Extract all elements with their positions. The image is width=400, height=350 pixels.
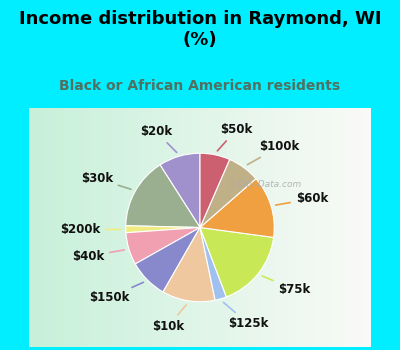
Bar [214,108,220,346]
Bar [248,108,255,346]
Bar [316,108,323,346]
Bar [220,108,227,346]
Bar [145,108,152,346]
Bar [84,108,91,346]
Bar [180,108,186,346]
Bar [91,108,98,346]
Bar [152,108,159,346]
Wedge shape [126,226,200,233]
Bar [56,108,63,346]
Text: Income distribution in Raymond, WI
(%): Income distribution in Raymond, WI (%) [19,10,381,49]
Bar [36,108,43,346]
Bar [125,108,132,346]
Bar [234,108,241,346]
Text: $20k: $20k [140,125,177,153]
Bar [186,108,193,346]
Bar [132,108,138,346]
Bar [344,108,350,346]
Text: $200k: $200k [60,223,121,236]
Bar [282,108,289,346]
Wedge shape [200,153,230,228]
Bar [262,108,268,346]
Bar [275,108,282,346]
Wedge shape [160,153,200,228]
Bar [138,108,145,346]
Bar [357,108,364,346]
Bar [111,108,118,346]
Bar [173,108,180,346]
Bar [70,108,77,346]
Bar [241,108,248,346]
Text: $150k: $150k [89,282,144,304]
Text: ⓘ City-Data.com: ⓘ City-Data.com [228,180,301,189]
Bar [289,108,296,346]
Bar [50,108,56,346]
Text: $30k: $30k [81,172,131,189]
Text: $60k: $60k [276,192,328,205]
Text: $75k: $75k [262,276,310,296]
Bar [77,108,84,346]
Bar [330,108,337,346]
Wedge shape [135,228,200,292]
Bar [63,108,70,346]
Bar [193,108,200,346]
Bar [159,108,166,346]
Text: $100k: $100k [247,140,299,164]
Bar [118,108,125,346]
Bar [364,108,371,346]
Bar [200,108,207,346]
Bar [166,108,173,346]
Wedge shape [200,228,226,300]
Wedge shape [126,228,200,264]
Bar [255,108,262,346]
Bar [268,108,275,346]
Bar [29,108,36,346]
Text: $125k: $125k [224,302,268,330]
Wedge shape [200,159,256,228]
Bar [337,108,344,346]
Bar [296,108,302,346]
Wedge shape [126,165,200,228]
Wedge shape [200,228,274,297]
Text: $10k: $10k [152,305,186,333]
Bar [302,108,309,346]
Bar [207,108,214,346]
Bar [350,108,357,346]
Text: Black or African American residents: Black or African American residents [60,79,340,93]
Wedge shape [200,178,274,237]
Bar [104,108,111,346]
Bar [98,108,104,346]
Bar [323,108,330,346]
Text: $40k: $40k [72,250,124,263]
Bar [309,108,316,346]
Wedge shape [163,228,215,302]
Bar [227,108,234,346]
Bar [43,108,50,346]
Text: $50k: $50k [217,123,253,151]
